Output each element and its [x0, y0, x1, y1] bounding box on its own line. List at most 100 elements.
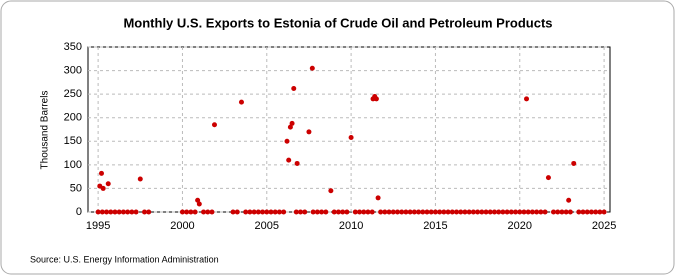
data-point: [597, 209, 603, 215]
data-point: [100, 185, 106, 191]
y-axis-label: Thousand Barrels: [40, 91, 51, 170]
data-point: [517, 209, 523, 215]
data-point: [112, 209, 118, 215]
data-point: [513, 209, 519, 215]
y-tick-label: 100: [64, 159, 82, 171]
data-point: [298, 209, 304, 215]
data-point: [309, 65, 315, 71]
data-point: [529, 209, 535, 215]
chart-title: Monthly U.S. Exports to Estonia of Crude…: [123, 15, 552, 30]
data-point: [289, 120, 295, 126]
data-point: [390, 209, 396, 215]
data-point: [420, 209, 426, 215]
data-point: [416, 209, 422, 215]
data-point: [133, 209, 139, 215]
data-point: [479, 209, 485, 215]
data-point: [196, 201, 202, 207]
data-point: [116, 209, 122, 215]
data-point: [335, 209, 341, 215]
data-point: [344, 209, 350, 215]
data-point: [504, 209, 510, 215]
data-point: [584, 209, 590, 215]
data-point: [294, 160, 300, 166]
data-point: [382, 209, 388, 215]
data-point: [104, 209, 110, 215]
data-point: [521, 209, 527, 215]
x-tick-label: 2005: [255, 220, 279, 232]
data-point: [234, 209, 240, 215]
data-point: [386, 209, 392, 215]
data-point: [120, 209, 126, 215]
data-point: [105, 181, 111, 187]
data-point: [566, 197, 572, 203]
data-point: [524, 96, 530, 102]
data-point: [291, 85, 297, 91]
data-point: [365, 209, 371, 215]
data-point: [251, 209, 257, 215]
x-tick-label: 2010: [339, 220, 363, 232]
data-point: [411, 209, 417, 215]
data-point: [441, 209, 447, 215]
data-point: [302, 209, 308, 215]
data-point: [555, 209, 561, 215]
data-point: [95, 209, 101, 215]
data-point: [500, 209, 506, 215]
data-point: [449, 209, 455, 215]
data-point: [534, 209, 540, 215]
data-point: [567, 209, 573, 215]
data-point: [462, 209, 468, 215]
data-point: [454, 209, 460, 215]
data-point: [192, 209, 198, 215]
y-tick-label: 200: [64, 112, 82, 124]
data-point: [340, 209, 346, 215]
x-tick-label: 2020: [508, 220, 532, 232]
data-point: [428, 209, 434, 215]
data-point: [445, 209, 451, 215]
data-point: [146, 209, 152, 215]
data-point: [125, 209, 131, 215]
data-point: [272, 209, 278, 215]
data-point: [475, 209, 481, 215]
data-point: [545, 175, 551, 181]
data-point: [247, 209, 253, 215]
data-point: [357, 209, 363, 215]
data-point: [129, 209, 135, 215]
data-point: [394, 209, 400, 215]
data-point: [361, 209, 367, 215]
data-point: [487, 209, 493, 215]
data-point: [550, 209, 556, 215]
data-point: [538, 209, 544, 215]
x-tick-label: 2000: [170, 220, 194, 232]
data-point: [268, 209, 274, 215]
data-point: [437, 209, 443, 215]
data-point: [403, 209, 409, 215]
source-note: Source: U.S. Energy Information Administ…: [30, 254, 219, 264]
data-point: [378, 209, 384, 215]
data-point: [496, 209, 502, 215]
data-point: [588, 209, 594, 215]
data-point: [188, 209, 194, 215]
data-point: [424, 209, 430, 215]
data-point: [286, 157, 292, 163]
y-tick-label: 350: [64, 41, 82, 53]
data-point: [306, 129, 312, 135]
data-point: [323, 209, 329, 215]
data-point: [99, 209, 105, 215]
y-tick-label: 150: [64, 135, 82, 147]
data-point: [369, 209, 375, 215]
data-point: [260, 209, 266, 215]
data-point: [559, 209, 565, 215]
data-point: [310, 209, 316, 215]
data-point: [284, 138, 290, 144]
data-point: [563, 209, 569, 215]
data-point: [195, 197, 201, 203]
data-point: [580, 209, 586, 215]
data-point: [432, 209, 438, 215]
x-tick-label: 2015: [423, 220, 447, 232]
y-tick-label: 50: [70, 182, 82, 194]
data-point: [281, 209, 287, 215]
data-point: [491, 209, 497, 215]
data-point: [483, 209, 489, 215]
data-point: [179, 209, 185, 215]
data-point: [108, 209, 114, 215]
